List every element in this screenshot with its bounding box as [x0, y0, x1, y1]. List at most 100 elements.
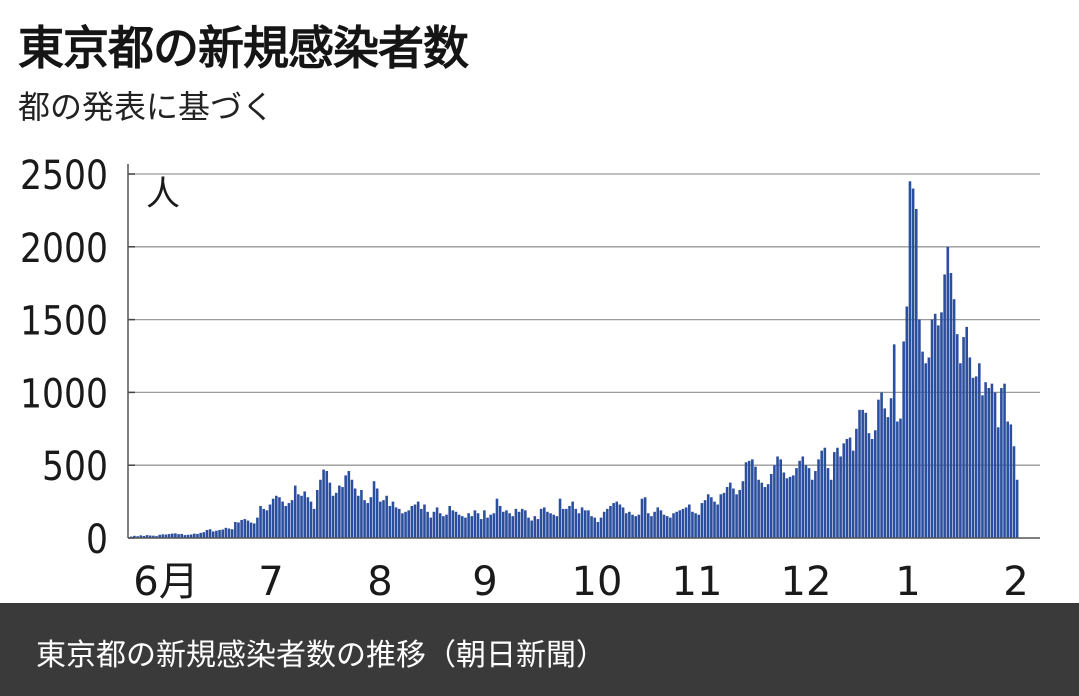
bar — [259, 505, 262, 538]
bar — [612, 503, 615, 538]
bar — [152, 535, 155, 538]
bar — [527, 517, 530, 538]
bar — [587, 510, 590, 538]
bar — [817, 459, 820, 538]
bar — [375, 488, 379, 538]
bar — [180, 533, 184, 538]
bar — [549, 513, 552, 538]
y-tick-label: 2500 — [20, 153, 108, 199]
bar — [379, 501, 382, 538]
bar — [561, 508, 565, 538]
bar — [996, 427, 1000, 538]
y-tick-label: 500 — [42, 444, 108, 490]
bar — [416, 501, 420, 538]
bar — [454, 511, 458, 538]
bar — [511, 516, 515, 538]
chart-figure: 東京都の新規感染者数 都の発表に基づく 0 500 1000 1500 2000 2500… — [18, 21, 1040, 603]
bar — [382, 500, 385, 538]
y-tick-label: 2000 — [20, 226, 108, 272]
bar — [467, 513, 470, 538]
bar — [565, 508, 568, 538]
bar — [899, 418, 902, 538]
bar — [290, 500, 294, 538]
bar — [363, 500, 366, 538]
bar — [284, 505, 288, 538]
y-tick-label: 1500 — [20, 299, 108, 345]
bar — [552, 514, 556, 538]
bar — [911, 188, 915, 538]
bar — [356, 495, 360, 538]
bar — [208, 529, 212, 538]
bar — [905, 306, 909, 538]
x-tick-label: 6月 — [133, 559, 198, 603]
bar — [372, 481, 376, 538]
y-axis-unit-label: 人 — [146, 174, 180, 214]
bar — [413, 504, 417, 538]
bar — [470, 516, 474, 538]
bar — [647, 513, 650, 538]
bar — [322, 469, 325, 538]
bar — [252, 523, 256, 538]
x-tick-label: 12 — [781, 559, 832, 603]
bar — [262, 508, 265, 538]
bar — [517, 511, 521, 538]
bar — [438, 513, 442, 538]
bar — [798, 460, 801, 538]
bar — [599, 517, 603, 538]
bar — [451, 510, 455, 538]
bar — [1006, 421, 1009, 538]
bar — [230, 529, 234, 538]
bar — [265, 510, 269, 538]
bar — [873, 430, 877, 538]
bar — [779, 459, 782, 538]
bar — [867, 433, 871, 538]
bar — [142, 535, 146, 538]
bar — [851, 450, 855, 538]
bar — [706, 494, 710, 538]
bar — [583, 510, 587, 538]
bar — [984, 382, 987, 538]
x-tick-label: 1 — [895, 559, 920, 603]
bar — [993, 392, 997, 538]
bar — [347, 471, 351, 538]
bar — [754, 466, 757, 538]
bar — [681, 508, 685, 538]
bar — [766, 484, 770, 538]
bar — [836, 447, 839, 538]
bar — [870, 438, 874, 538]
bar — [479, 519, 483, 538]
bar — [804, 465, 808, 538]
bar — [763, 487, 767, 538]
bar — [445, 514, 448, 538]
bar — [892, 344, 896, 538]
x-tick-label: 2 — [1003, 559, 1028, 603]
bar — [769, 473, 773, 538]
bar — [672, 513, 675, 538]
bar — [148, 535, 152, 538]
bar — [580, 507, 584, 538]
bar — [435, 507, 439, 538]
bar — [675, 511, 678, 538]
bar — [665, 516, 669, 538]
bar — [628, 511, 631, 538]
y-tick-label: 0 — [86, 517, 108, 563]
bar — [353, 488, 357, 538]
bar — [728, 482, 732, 538]
bar — [826, 468, 830, 538]
bar — [177, 534, 180, 538]
bar — [757, 479, 760, 538]
bar — [829, 479, 833, 538]
bar — [256, 517, 259, 538]
bar — [501, 511, 505, 538]
caption-text: 東京都の新規感染者数の推移（朝日新聞） — [36, 638, 606, 673]
bar — [738, 489, 742, 538]
bar — [908, 181, 912, 538]
bar — [877, 399, 880, 538]
x-tick-label: 9 — [472, 559, 497, 603]
bar — [542, 507, 546, 538]
bar — [880, 392, 883, 538]
bar — [760, 482, 764, 538]
bar — [725, 487, 729, 538]
bar — [914, 208, 918, 538]
bar — [536, 519, 540, 538]
